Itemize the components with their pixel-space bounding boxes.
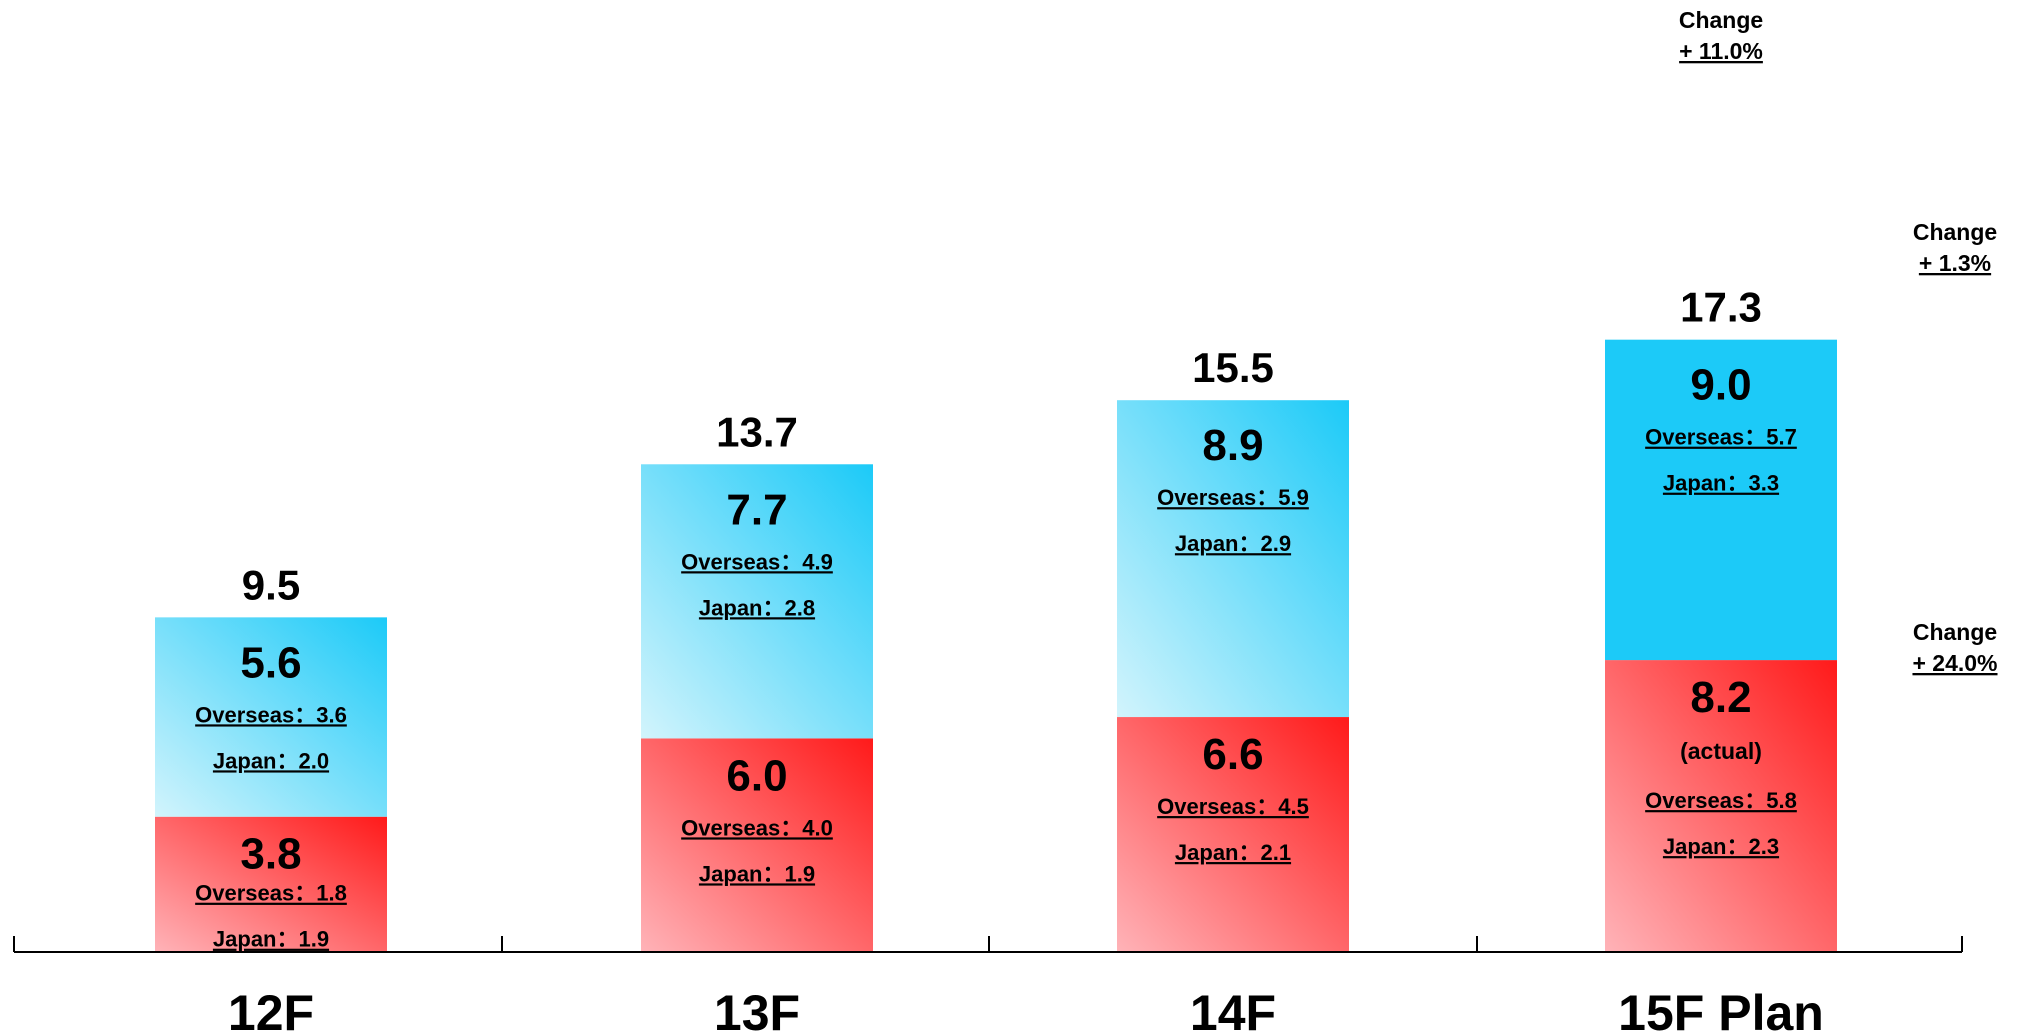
segment-value-label: 3.8 (240, 830, 301, 879)
change-annotation-label: Change (1913, 619, 1997, 645)
segment-breakdown-label: Japan：1.9 (699, 861, 815, 886)
segment-note-label: (actual) (1680, 738, 1762, 764)
bar-segment-upper-2 (1117, 400, 1349, 718)
segment-breakdown-label: Overseas：5.9 (1157, 485, 1309, 510)
bar-segment-upper-0 (155, 617, 387, 817)
total-value-label: 13.7 (716, 408, 798, 455)
segment-breakdown-label: Overseas：5.7 (1645, 425, 1797, 450)
segment-breakdown-label: Japan：2.8 (699, 595, 815, 620)
segment-breakdown-label: Overseas：5.8 (1645, 788, 1797, 813)
category-tick-label: 13F (714, 985, 800, 1036)
segment-value-label: 9.0 (1690, 361, 1751, 410)
change-annotation-value: + 11.0% (1679, 38, 1763, 64)
bar-segment-lower-0 (155, 816, 387, 952)
change-annotation-label: Change (1679, 7, 1763, 33)
segment-breakdown-label: Overseas：4.5 (1157, 794, 1309, 819)
segment-breakdown-label: Overseas：1.8 (195, 881, 347, 906)
bar-segment-lower-3 (1605, 660, 1837, 952)
segment-breakdown-label: Overseas：3.6 (195, 702, 347, 727)
change-annotation-value: + 1.3% (1919, 250, 1991, 276)
category-tick-label: 15F Plan (1618, 985, 1824, 1036)
segment-breakdown-label: Japan：2.0 (213, 748, 329, 773)
segment-breakdown-label: Overseas：4.9 (681, 549, 833, 574)
change-annotation-value: + 24.0% (1912, 650, 1997, 676)
segment-breakdown-label: Japan：2.1 (1175, 840, 1291, 865)
bar-segment-upper-1 (641, 464, 873, 739)
bar-segment-lower-2 (1117, 717, 1349, 952)
segment-value-label: 6.6 (1202, 730, 1263, 779)
bar-segment-upper-3 (1605, 339, 1837, 661)
segment-breakdown-label: Japan：2.9 (1175, 531, 1291, 556)
segment-value-label: 7.7 (726, 485, 787, 534)
category-tick-label: 14F (1190, 985, 1276, 1036)
total-value-label: 9.5 (242, 561, 300, 608)
segment-breakdown-label: Japan：3.3 (1663, 471, 1779, 496)
total-value-label: 15.5 (1192, 344, 1274, 391)
segment-breakdown-label: Japan：2.3 (1663, 834, 1779, 859)
segment-breakdown-label: Overseas：4.0 (681, 815, 833, 840)
segment-value-label: 8.2 (1690, 673, 1751, 722)
category-tick-label: 12F (228, 985, 314, 1036)
change-annotation-label: Change (1913, 219, 1997, 245)
total-value-label: 17.3 (1680, 284, 1762, 331)
segment-breakdown-label: Japan：1.9 (213, 927, 329, 952)
segment-value-label: 5.6 (240, 638, 301, 687)
segment-value-label: 6.0 (726, 751, 787, 800)
segment-value-label: 8.9 (1202, 421, 1263, 470)
bar-segment-lower-1 (641, 738, 873, 952)
